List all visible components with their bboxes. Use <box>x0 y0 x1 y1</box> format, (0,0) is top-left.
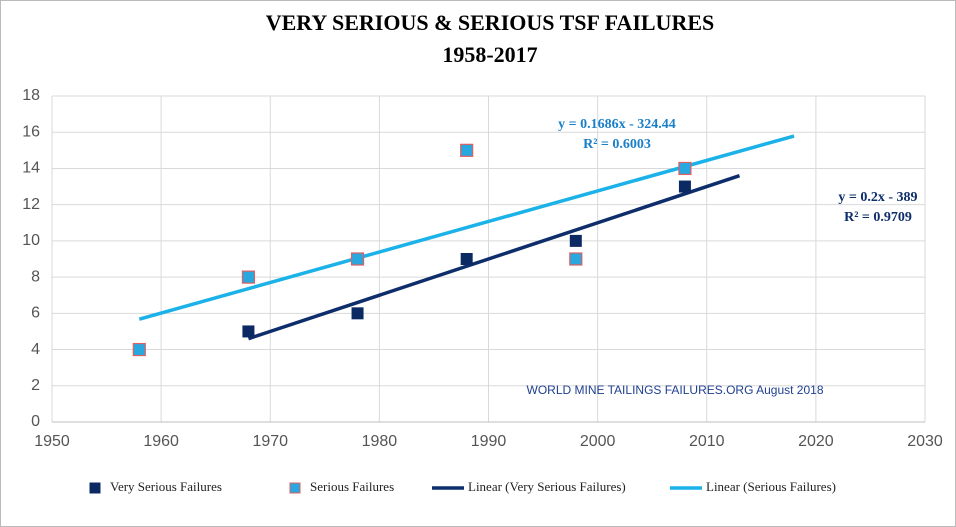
point <box>351 307 364 320</box>
annotation: y = 0.2x - 389 <box>838 190 917 205</box>
point <box>241 270 256 284</box>
y-tick-label: 16 <box>22 123 40 140</box>
x-tick-label: 1980 <box>362 433 398 450</box>
y-tick-label: 14 <box>22 160 40 177</box>
legend-label: Linear (Very Serious Failures) <box>468 479 626 494</box>
point <box>678 180 691 193</box>
y-tick-label: 4 <box>31 341 40 358</box>
y-tick-label: 10 <box>22 232 40 249</box>
point <box>569 234 582 247</box>
point <box>350 252 365 266</box>
y-tick-label: 6 <box>31 305 40 322</box>
x-tick-label: 2000 <box>580 433 616 450</box>
annotation: WORLD MINE TAILINGS FAILURES.ORG August … <box>527 383 824 397</box>
point <box>460 143 474 157</box>
point <box>569 252 583 266</box>
legend-swatch <box>89 482 101 494</box>
y-tick-label: 8 <box>31 268 40 285</box>
point <box>242 325 255 338</box>
point <box>460 253 473 265</box>
annotation: R² = 0.9709 <box>844 210 912 225</box>
x-tick-label: 1970 <box>252 433 288 450</box>
chart-subtitle: 1958-2017 <box>442 42 537 67</box>
point <box>132 342 146 357</box>
legend-label: Very Serious Failures <box>110 479 222 494</box>
x-tick-label: 1950 <box>34 433 70 450</box>
point <box>678 161 692 176</box>
legend-label: Linear (Serious Failures) <box>706 479 836 494</box>
annotation: y = 0.1686x - 324.44 <box>558 117 676 132</box>
y-tick-label: 12 <box>22 196 40 213</box>
x-tick-label: 1990 <box>471 433 507 450</box>
chart-title: VERY SERIOUS & SERIOUS TSF FAILURES <box>266 10 715 35</box>
y-tick-label: 2 <box>31 377 40 394</box>
legend-label: Serious Failures <box>310 479 394 494</box>
y-tick-label: 0 <box>31 413 40 430</box>
x-tick-label: 1960 <box>143 433 179 450</box>
y-tick-label: 18 <box>22 87 40 104</box>
trend-line <box>247 174 741 341</box>
x-tick-label: 2010 <box>689 433 725 450</box>
x-tick-label: 2030 <box>907 433 943 450</box>
annotation: R² = 0.6003 <box>583 137 651 152</box>
x-tick-label: 2020 <box>798 433 834 450</box>
legend-swatch <box>289 482 301 494</box>
